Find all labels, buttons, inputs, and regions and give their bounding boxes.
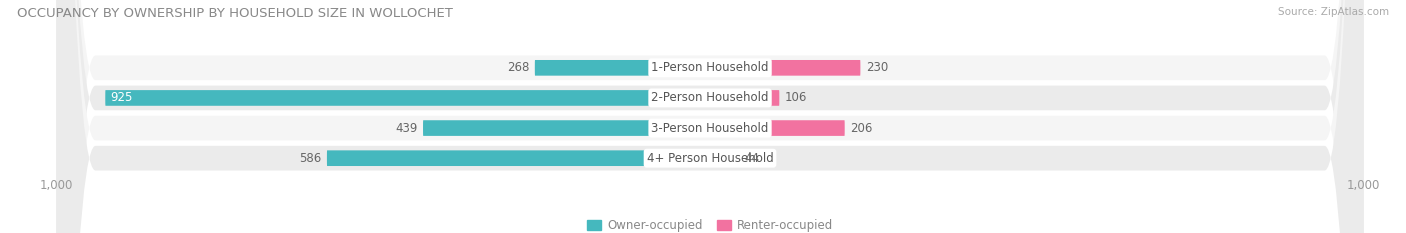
- FancyBboxPatch shape: [56, 0, 1364, 233]
- Text: 44: 44: [744, 152, 759, 165]
- FancyBboxPatch shape: [710, 120, 845, 136]
- FancyBboxPatch shape: [534, 60, 710, 76]
- Text: 2-Person Household: 2-Person Household: [651, 91, 769, 104]
- FancyBboxPatch shape: [710, 60, 860, 76]
- FancyBboxPatch shape: [710, 90, 779, 106]
- FancyBboxPatch shape: [105, 90, 710, 106]
- Text: 268: 268: [508, 61, 530, 74]
- Text: 4+ Person Household: 4+ Person Household: [647, 152, 773, 165]
- FancyBboxPatch shape: [56, 0, 1364, 233]
- Text: 586: 586: [299, 152, 322, 165]
- FancyBboxPatch shape: [56, 0, 1364, 233]
- Text: Source: ZipAtlas.com: Source: ZipAtlas.com: [1278, 7, 1389, 17]
- Text: 439: 439: [395, 122, 418, 135]
- Text: 206: 206: [851, 122, 872, 135]
- Text: 3-Person Household: 3-Person Household: [651, 122, 769, 135]
- FancyBboxPatch shape: [56, 0, 1364, 233]
- Text: OCCUPANCY BY OWNERSHIP BY HOUSEHOLD SIZE IN WOLLOCHET: OCCUPANCY BY OWNERSHIP BY HOUSEHOLD SIZE…: [17, 7, 453, 20]
- Legend: Owner-occupied, Renter-occupied: Owner-occupied, Renter-occupied: [582, 214, 838, 233]
- Text: 1-Person Household: 1-Person Household: [651, 61, 769, 74]
- Text: 925: 925: [111, 91, 134, 104]
- FancyBboxPatch shape: [710, 150, 738, 166]
- Text: 230: 230: [866, 61, 887, 74]
- FancyBboxPatch shape: [423, 120, 710, 136]
- Text: 106: 106: [785, 91, 807, 104]
- FancyBboxPatch shape: [328, 150, 710, 166]
